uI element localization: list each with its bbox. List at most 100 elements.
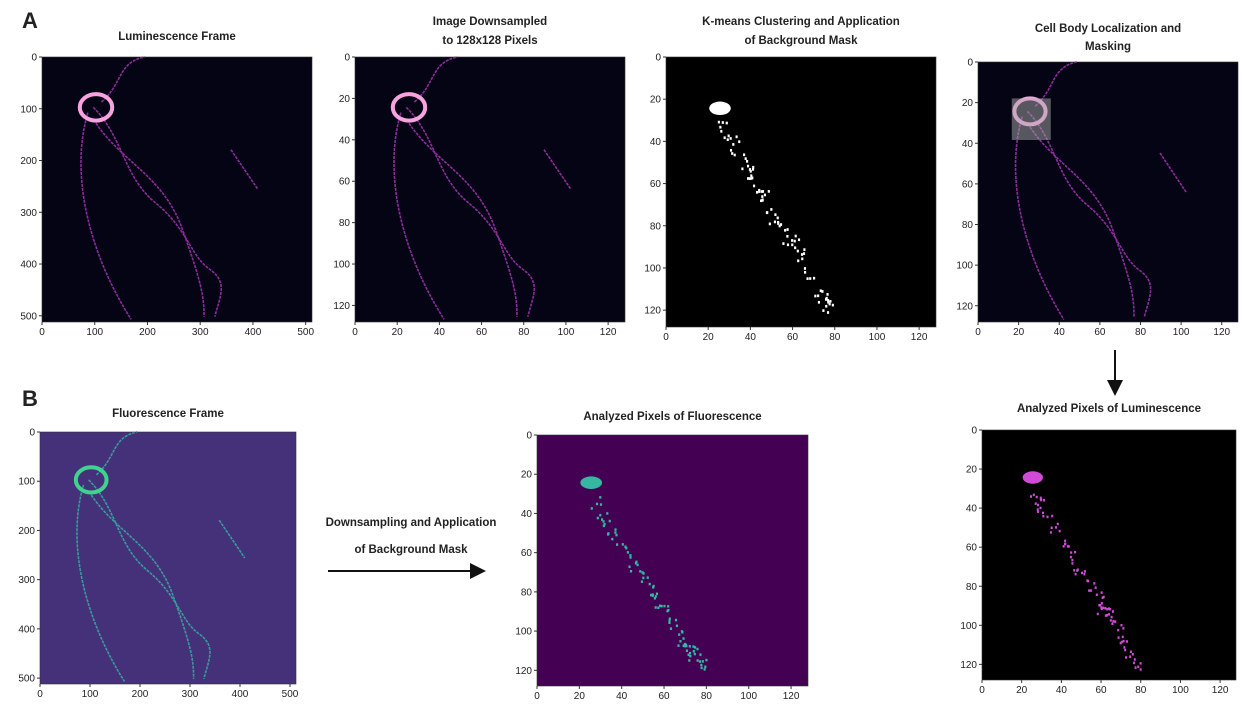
mask-pixel — [1042, 515, 1044, 518]
mask-pixel — [727, 138, 729, 141]
y-tick-label: 400 — [20, 260, 37, 271]
x-tick-label: 200 — [139, 327, 156, 338]
y-tick-label: 120 — [960, 660, 977, 671]
mask-pixel — [777, 217, 779, 220]
mask-pixel — [655, 595, 657, 598]
x-tick-label: 60 — [658, 691, 670, 702]
mask-pixel — [700, 664, 702, 667]
y-tick-label: 200 — [18, 526, 35, 537]
x-tick-label: 0 — [975, 327, 981, 338]
x-tick-label: 80 — [829, 332, 841, 343]
mask-pixel — [832, 304, 834, 307]
mask-pixel — [649, 583, 651, 586]
mask-pixel — [1073, 569, 1075, 572]
x-tick-label: 60 — [476, 327, 488, 338]
mask-pixel — [1035, 502, 1037, 505]
mask-pixel — [1081, 572, 1083, 575]
mask-pixel — [675, 619, 677, 622]
mask-pixel — [1120, 624, 1122, 627]
x-tick-label: 120 — [1213, 327, 1230, 338]
x-tick-label: 100 — [82, 689, 99, 700]
y-tick-label: 0 — [655, 53, 661, 64]
mask-pixel — [629, 556, 631, 559]
y-tick-label: 40 — [962, 139, 974, 150]
mask-pixel — [1042, 512, 1044, 515]
mask-pixel — [794, 246, 796, 249]
mask-pixel — [817, 294, 819, 297]
cell-mask — [1023, 471, 1043, 484]
mask-pixel — [782, 242, 784, 245]
mask-pixel — [1108, 607, 1110, 610]
mask-pixel — [1123, 640, 1125, 643]
mask-pixel — [637, 564, 639, 567]
mask-pixel — [741, 167, 743, 170]
mask-pixel — [661, 605, 663, 608]
mask-pixel — [1122, 636, 1124, 639]
mask-pixel — [1132, 653, 1134, 656]
panel-label: A — [22, 8, 38, 33]
mask-pixel — [1083, 573, 1085, 576]
mask-pixel — [734, 154, 736, 157]
mask-pixel — [667, 609, 669, 612]
mask-pixel — [730, 149, 732, 152]
mask-box — [1012, 98, 1051, 140]
x-tick-label: 40 — [434, 327, 446, 338]
mask-pixel — [693, 650, 695, 653]
mask-pixel — [719, 126, 721, 129]
mask-pixel — [1101, 591, 1103, 594]
mask-pixel — [599, 496, 601, 499]
mask-pixel — [797, 259, 799, 262]
x-tick-label: 100 — [740, 691, 757, 702]
mask-pixel — [1112, 610, 1114, 613]
y-tick-label: 100 — [18, 477, 35, 488]
mask-pixel — [825, 305, 827, 308]
y-tick-label: 0 — [526, 431, 532, 442]
mask-pixel — [821, 290, 823, 293]
arrow-text: Downsampling and Application — [326, 517, 497, 529]
y-tick-label: 120 — [644, 306, 661, 317]
mask-pixel — [1140, 668, 1142, 671]
x-tick-label: 0 — [663, 332, 669, 343]
panel-title: Image Downsampled — [433, 16, 547, 28]
y-tick-label: 80 — [966, 582, 978, 593]
mask-pixel — [678, 633, 680, 636]
mask-pixel — [1075, 573, 1077, 576]
panel-title: Masking — [1085, 41, 1131, 53]
mask-pixel — [1102, 596, 1104, 599]
mask-pixel — [813, 277, 815, 280]
mask-pixel — [704, 668, 706, 671]
mask-pixel — [1059, 530, 1061, 533]
x-tick-label: 100 — [1172, 685, 1189, 696]
mask-pixel — [1112, 620, 1114, 623]
mask-pixel — [780, 223, 782, 226]
x-tick-label: 80 — [1135, 327, 1147, 338]
y-tick-label: 400 — [18, 624, 35, 635]
mask-pixel — [720, 130, 722, 133]
mask-pixel — [747, 165, 749, 168]
mask-pixel — [1033, 494, 1035, 497]
mask-pixel — [629, 554, 631, 557]
y-tick-label: 20 — [966, 465, 978, 476]
mask-pixel — [726, 122, 728, 125]
mask-pixel — [797, 250, 799, 253]
x-tick-label: 60 — [1094, 327, 1106, 338]
mask-pixel — [718, 121, 720, 124]
mask-pixel — [668, 622, 670, 625]
mask-pixel — [625, 547, 627, 550]
mask-pixel — [803, 252, 805, 255]
y-tick-label: 100 — [960, 621, 977, 632]
mask-pixel — [738, 140, 740, 143]
mask-pixel — [1123, 646, 1125, 649]
mask-pixel — [724, 136, 726, 139]
mask-pixel — [663, 605, 665, 608]
y-tick-label: 80 — [521, 587, 533, 598]
x-tick-label: 120 — [783, 691, 800, 702]
mask-pixel — [607, 533, 609, 536]
mask-pixel — [591, 507, 593, 510]
x-tick-label: 40 — [616, 691, 628, 702]
x-tick-label: 20 — [1013, 327, 1025, 338]
mask-pixel — [1051, 515, 1053, 518]
mask-pixel — [731, 152, 733, 155]
x-tick-label: 100 — [1173, 327, 1190, 338]
mask-pixel — [599, 514, 601, 517]
